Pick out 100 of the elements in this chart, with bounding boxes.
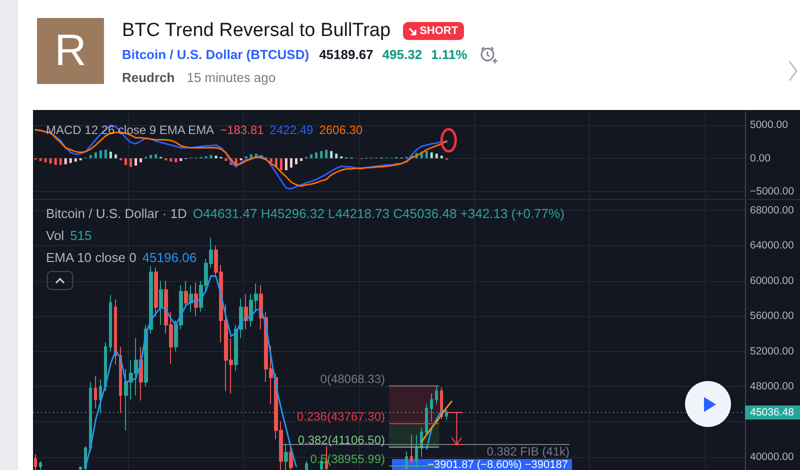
bar [284, 158, 288, 170]
annotation: −3901.87 (−8.60%) −390187 [428, 459, 568, 470]
ref-line-label: 0.382 FIB (41k) [486, 444, 570, 458]
bar [69, 158, 72, 163]
bar [430, 152, 433, 158]
bar [114, 154, 117, 158]
y-tick-label: 48000.00 [750, 380, 794, 392]
annotation: Vol [46, 228, 64, 242]
text: BTC Trend Reversal to BullTrap [122, 20, 391, 42]
candlestick [119, 346, 122, 414]
y-tick-label: 64000.00 [750, 240, 794, 252]
bar [174, 158, 178, 162]
ref-line-label: 0.382(41106.50) [298, 433, 385, 448]
candlestick [94, 375, 97, 409]
bar [150, 155, 152, 158]
candlestick [79, 466, 82, 470]
y-tick-label: 56000.00 [750, 310, 794, 322]
candlestick [284, 443, 288, 470]
text: Reudrch [122, 70, 175, 84]
bar [224, 158, 228, 161]
candlestick [410, 434, 413, 464]
candlestick [39, 460, 42, 470]
bar [54, 158, 57, 165]
bar [330, 151, 333, 158]
bar [140, 158, 142, 162]
bar [130, 158, 132, 167]
bar [325, 150, 328, 158]
bar [180, 158, 182, 161]
text: 495.32 [382, 46, 422, 62]
ref-line-label: 0.236(43767.30) [296, 410, 385, 424]
bar [59, 158, 62, 165]
text: Bitcoin / U.S. Dollar (BTCUSD) [122, 46, 310, 62]
bar [94, 152, 97, 158]
bar [39, 158, 42, 161]
candlestick [109, 294, 112, 352]
candlestick [154, 267, 158, 317]
bar [74, 158, 77, 162]
annotation: O44631.47 H45296.32 L44218.73 C45036.48 +342.13 (+0.77%) [192, 206, 564, 220]
candlestick [114, 298, 117, 365]
y-tick-label: 5000.00 [750, 119, 788, 132]
bar [89, 155, 92, 158]
y-tick-label: −5000.00 [750, 185, 794, 198]
line-series [420, 400, 452, 443]
bar [290, 158, 292, 168]
bar [425, 151, 428, 158]
annotation: 2606.30 [319, 123, 363, 137]
candlestick [184, 280, 188, 308]
bar [210, 155, 212, 158]
candlestick [435, 385, 438, 405]
y-tick-label: 0.00 [750, 152, 771, 164]
candlestick [244, 294, 248, 330]
bar [250, 154, 252, 158]
y-tick-label: 60000.00 [750, 274, 794, 287]
candlestick [194, 282, 198, 317]
bar [99, 150, 102, 158]
candlestick [34, 454, 37, 470]
text: 15 minutes ago [186, 70, 276, 84]
bar [335, 154, 338, 158]
candlestick [405, 451, 408, 470]
candlestick [289, 448, 293, 470]
bar [320, 151, 323, 158]
y-tick-label: 40000.00 [750, 450, 794, 463]
candlestick [104, 342, 107, 392]
candlestick [189, 284, 193, 312]
annotation: 45196.06 [142, 250, 197, 264]
annotation: EMA 10 close 0 [46, 250, 136, 264]
bar [170, 158, 172, 162]
text: 1.11% [431, 46, 468, 62]
bar [435, 154, 438, 158]
bar [294, 158, 298, 164]
candlestick [234, 324, 238, 372]
annotation: 2422.49 [270, 123, 314, 137]
bar [44, 158, 47, 162]
bar [310, 154, 313, 158]
bar [315, 152, 318, 158]
ref-line-label: 0(48068.33) [320, 372, 385, 386]
ref-line-label: 45036.48 [750, 406, 794, 419]
bar [440, 156, 443, 158]
annotation: −183.81 [220, 123, 264, 137]
text: Bitcoin / U.S. Dollar · 1D [46, 206, 187, 220]
candlestick [305, 460, 308, 470]
bar [104, 150, 107, 158]
candlestick [415, 434, 418, 468]
bar [280, 158, 282, 170]
avatar: R [37, 18, 104, 84]
y-tick-label: 68000.00 [750, 204, 794, 217]
bar [124, 158, 128, 165]
candlestick [149, 265, 153, 334]
bar [49, 158, 52, 164]
bar [134, 158, 138, 166]
y-tick-label: 52000.00 [750, 345, 794, 358]
candlestick [159, 280, 163, 326]
annotation: 515 [70, 228, 92, 242]
bar [154, 154, 158, 158]
text: 45189.67 [319, 46, 374, 62]
badge: SHORT [402, 22, 464, 40]
bar [214, 156, 218, 158]
bar [300, 158, 303, 161]
bar [270, 158, 272, 162]
bar [64, 158, 67, 164]
